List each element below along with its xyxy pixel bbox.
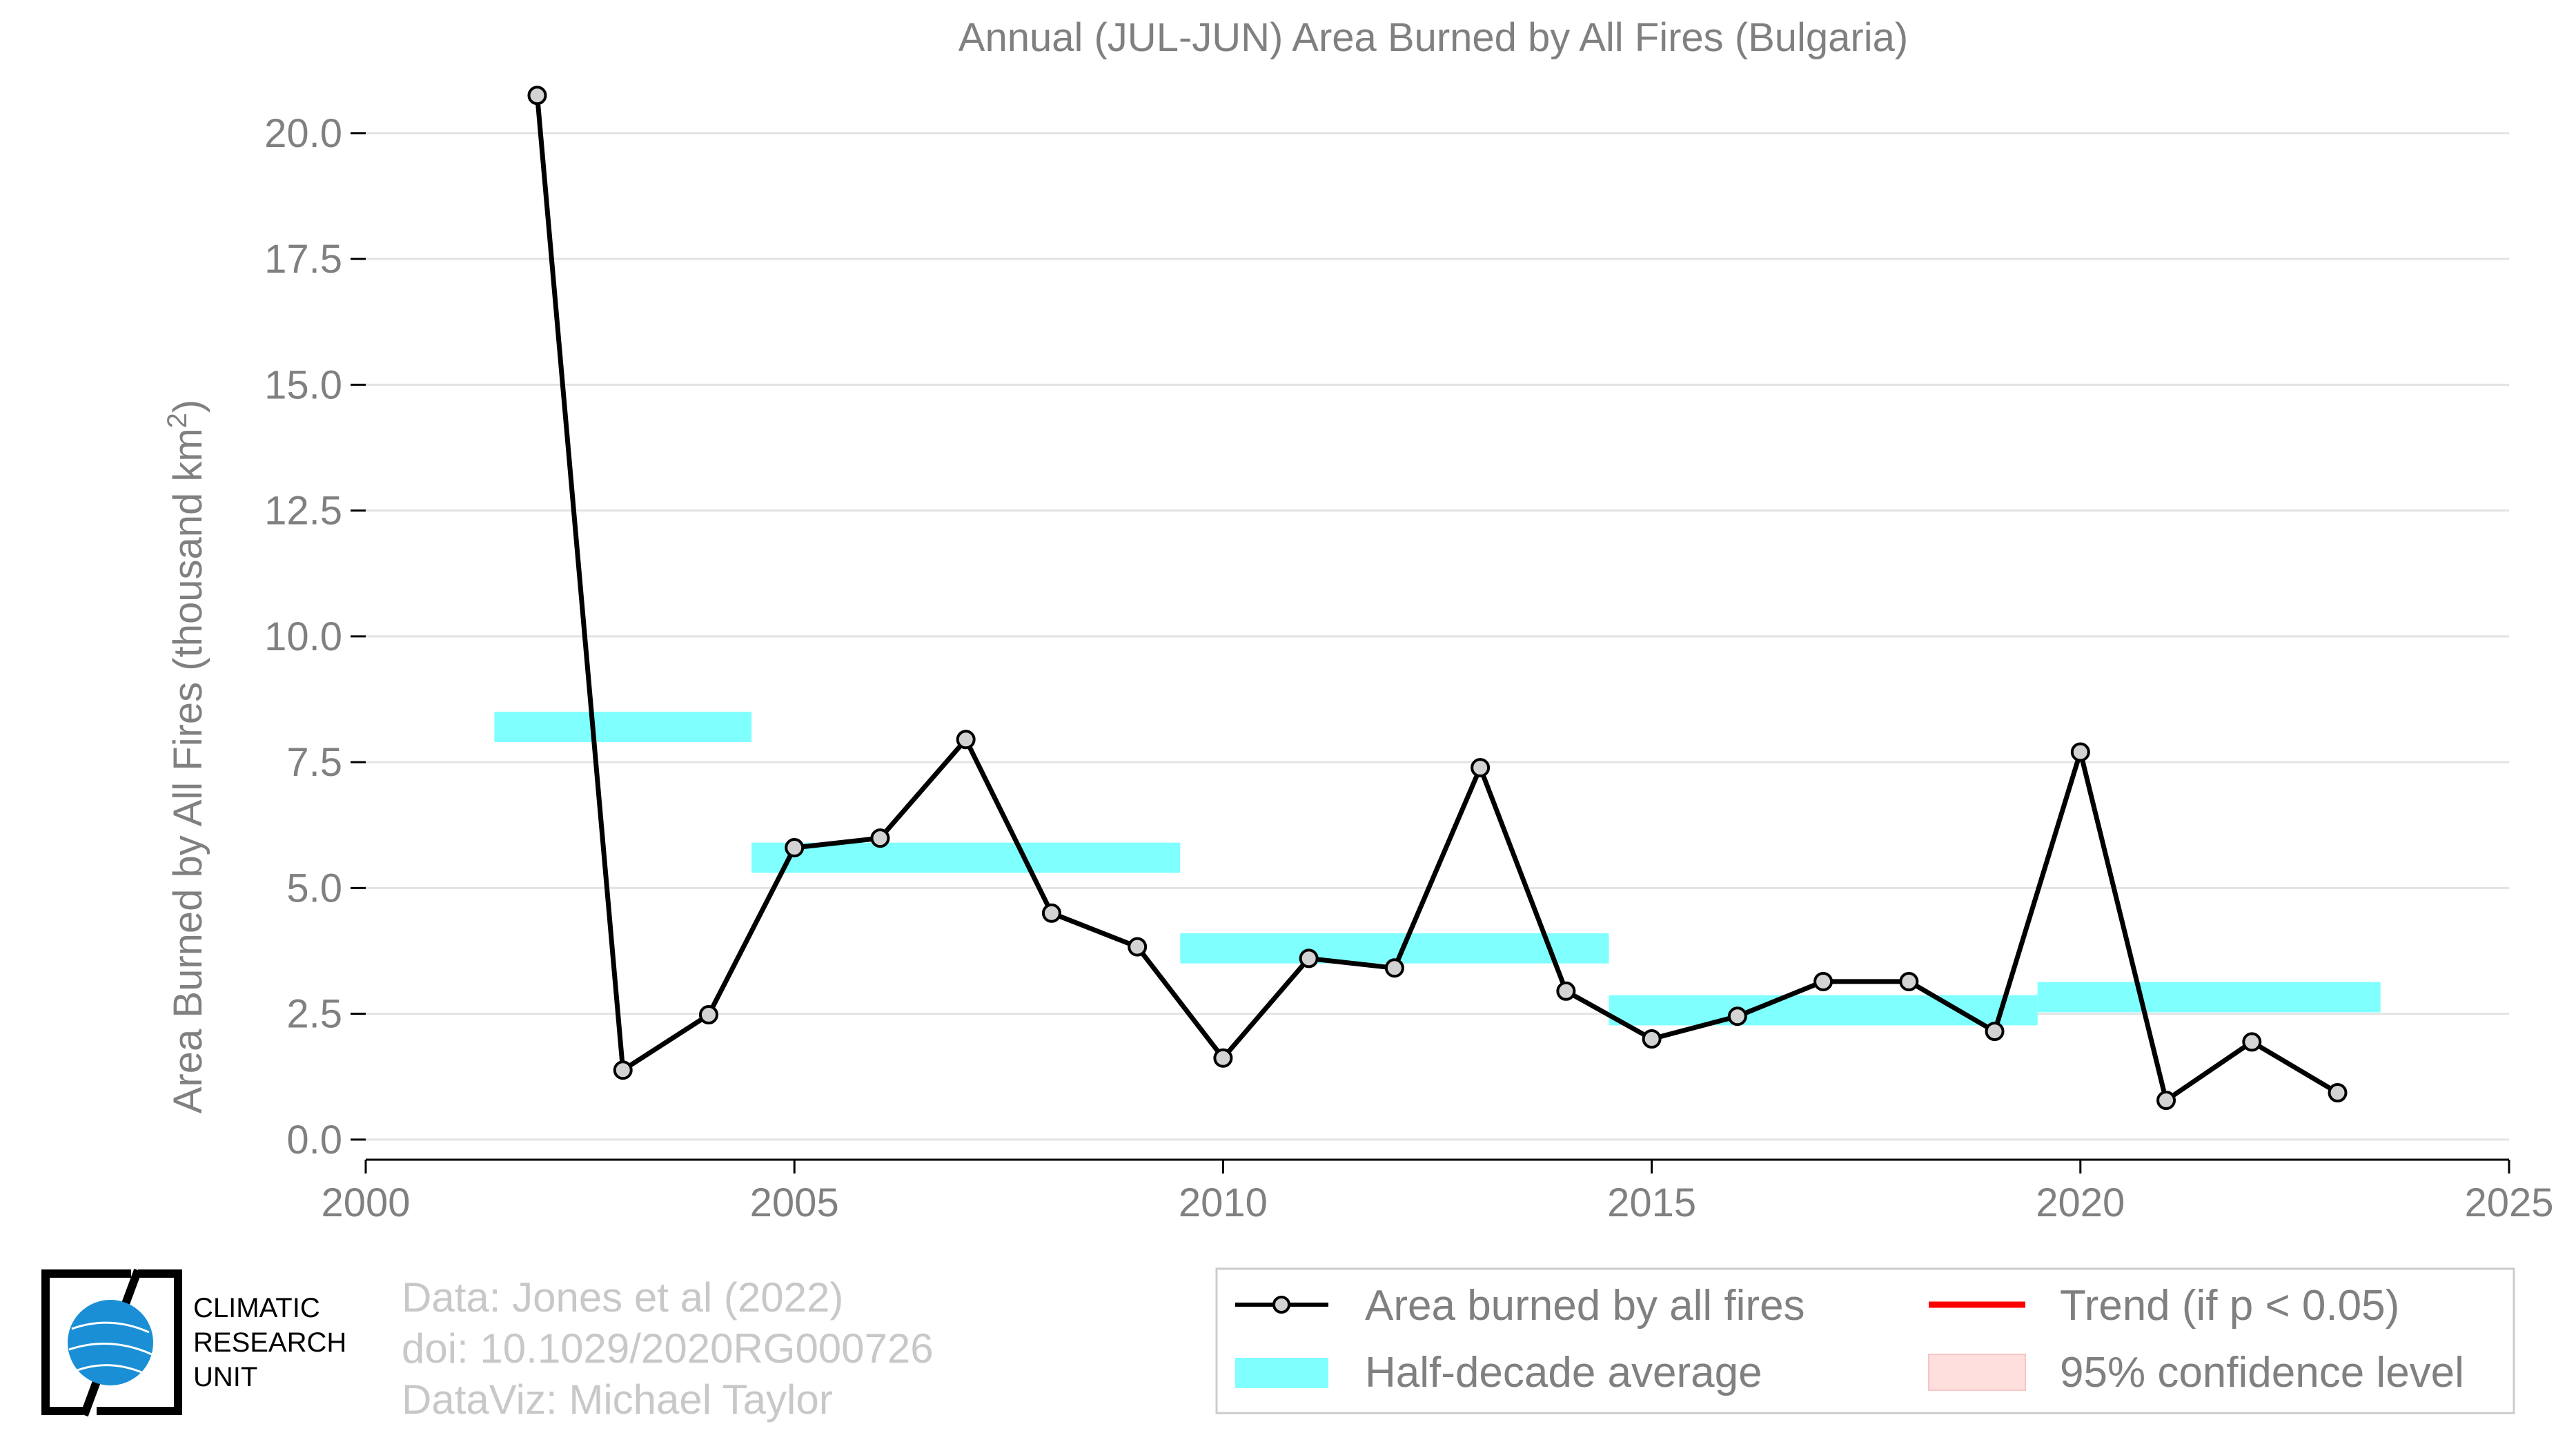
data-point	[870, 828, 890, 848]
x-tick-label: 2010	[1179, 1180, 1268, 1225]
data-point	[1556, 981, 1576, 1001]
data-point	[698, 1005, 718, 1025]
half-decade-band	[1609, 995, 2038, 1026]
y-axis: 0.0 2.5 5.0 7.5 10.0 12.5 15.0 17.5 20.0	[264, 111, 366, 1162]
legend-label-trend: Trend (if p < 0.05)	[2060, 1282, 2399, 1330]
y-tick-label: 7.5	[286, 740, 342, 785]
chart-title: Annual (JUL-JUN) Area Burned by All Fire…	[958, 15, 1908, 60]
x-tick-label: 2015	[1607, 1180, 1696, 1225]
data-point	[2328, 1083, 2348, 1103]
logo-bracket-right	[97, 1269, 182, 1415]
half-decade-band	[494, 712, 752, 742]
series-area-burned	[527, 86, 2348, 1110]
legend-label-half-decade: Half-decade average	[1365, 1349, 1762, 1396]
legend-label-confidence: 95% confidence level	[2060, 1349, 2464, 1396]
y-axis-title-superscript: 2	[162, 413, 193, 428]
data-point	[527, 86, 547, 106]
data-point	[2070, 742, 2090, 762]
y-tick-label: 2.5	[286, 992, 342, 1037]
data-point	[1384, 958, 1404, 978]
data-point	[1813, 971, 1833, 991]
data-point	[2156, 1090, 2176, 1110]
cru-logo: CLIMATIC RESEARCH UNIT	[41, 1268, 346, 1417]
data-point	[1041, 903, 1061, 923]
legend-marker-area-burned	[1272, 1296, 1290, 1314]
y-tick-label: 20.0	[264, 111, 342, 156]
legend-swatch-half-decade	[1235, 1358, 1328, 1388]
x-axis: 2000 2005 2010 2015 2020 2025	[321, 1158, 2554, 1225]
data-point	[1213, 1048, 1233, 1068]
half-decade-bands	[494, 712, 2381, 1026]
data-point	[1985, 1022, 2005, 1042]
credit-doi: doi: 10.1029/2020RG000726	[402, 1325, 934, 1372]
data-point	[1727, 1006, 1747, 1026]
y-tick-label: 15.0	[264, 362, 342, 407]
legend-label-area-burned: Area burned by all fires	[1365, 1282, 1805, 1330]
x-tick-label: 2020	[2036, 1180, 2125, 1225]
data-point	[785, 838, 805, 858]
x-tick-label: 2005	[750, 1180, 839, 1225]
credit-data: Data: Jones et al (2022)	[402, 1274, 843, 1321]
data-point	[1471, 758, 1491, 778]
y-axis-title-suffix: )	[166, 400, 210, 413]
data-point	[1642, 1029, 1662, 1049]
credit-dataviz: DataViz: Michael Taylor	[402, 1376, 833, 1423]
data-point	[956, 730, 976, 750]
gridlines	[366, 132, 2509, 1141]
x-tick-label: 2000	[321, 1180, 410, 1225]
y-tick-label: 0.0	[286, 1118, 342, 1162]
half-decade-band	[751, 842, 1181, 873]
data-point	[613, 1060, 633, 1080]
half-decade-band	[2037, 982, 2381, 1013]
y-tick-label: 5.0	[286, 866, 342, 910]
y-tick-label: 17.5	[264, 237, 342, 282]
y-axis-title-main: Area Burned by All Fires (thousand km	[166, 428, 210, 1113]
legend-box	[1215, 1267, 2515, 1414]
data-point	[1899, 971, 1919, 991]
y-axis-title: Area Burned by All Fires (thousand km2)	[162, 400, 210, 1114]
legend: Area burned by all fires Trend (if p < 0…	[1215, 1267, 2515, 1414]
logo-bracket-left	[41, 1269, 131, 1415]
x-tick-label: 2025	[2464, 1180, 2553, 1225]
data-point	[1299, 948, 1319, 968]
data-point	[1128, 937, 1148, 957]
logo-text-unit: UNIT	[193, 1362, 257, 1392]
globe-icon	[68, 1300, 153, 1385]
logo-text-climatic: CLIMATIC	[193, 1293, 320, 1323]
series-line	[535, 95, 2339, 1103]
logo-text-research: RESEARCH	[193, 1327, 346, 1358]
legend-swatch-confidence	[1928, 1354, 2026, 1391]
globe-lines-icon	[68, 1321, 153, 1375]
y-tick-label: 10.0	[264, 614, 342, 659]
data-point	[2242, 1032, 2262, 1052]
y-tick-label: 12.5	[264, 489, 342, 534]
